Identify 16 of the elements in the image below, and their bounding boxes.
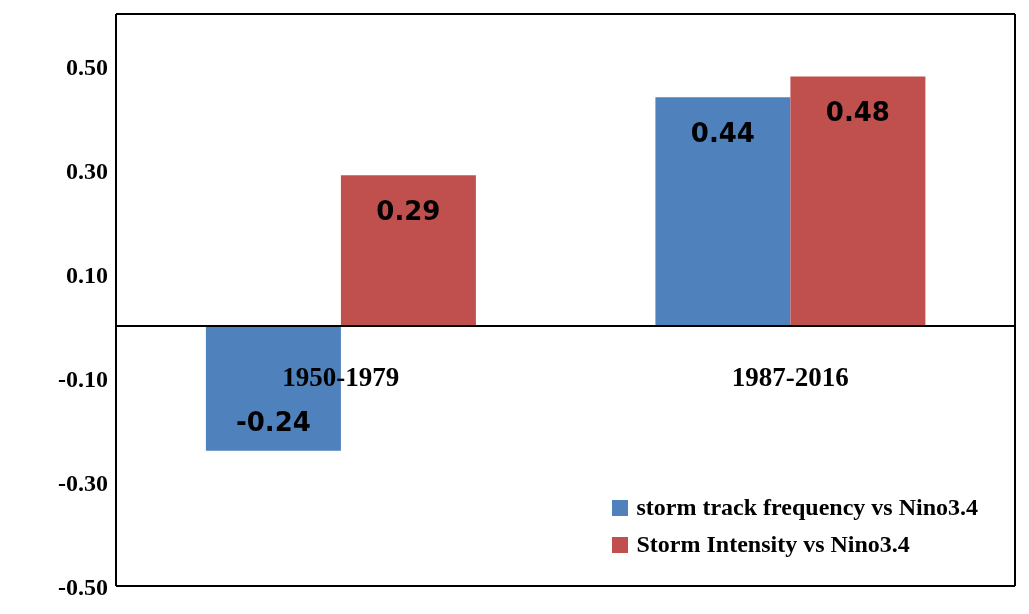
bar (655, 97, 791, 326)
bar (790, 76, 926, 326)
y-tick-label: 0.10 (66, 261, 108, 288)
y-tick-label: -0.50 (58, 573, 108, 600)
y-tick-label: -0.10 (58, 365, 108, 392)
x-tick-label: 1987-2016 (731, 362, 849, 392)
data-label: -0.24 (235, 406, 311, 437)
legend-label: Storm Intensity vs Nino3.4 (636, 531, 910, 558)
y-tick-label: -0.30 (58, 469, 108, 496)
data-label: 0.48 (825, 97, 890, 128)
y-tick-label: 0.50 (66, 53, 108, 80)
data-label: 0.44 (690, 118, 755, 149)
y-tick-label: 0.30 (66, 157, 108, 184)
data-label: 0.29 (376, 196, 441, 227)
legend-label: storm track frequency vs Nino3.4 (636, 494, 978, 521)
bar (340, 175, 476, 326)
